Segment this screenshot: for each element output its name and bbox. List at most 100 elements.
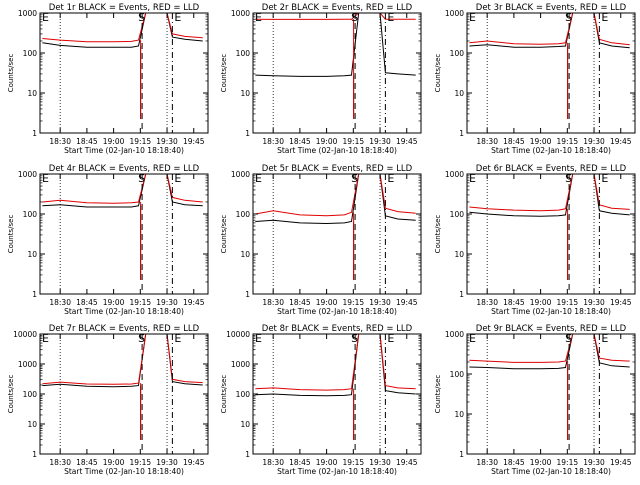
y-tick-label: 1000	[445, 330, 464, 339]
start-marker-label: S	[351, 11, 358, 24]
series-line-lld	[469, 173, 630, 212]
y-axis-label: Counts/sec	[220, 54, 228, 93]
y-tick-label: 1000	[445, 9, 464, 18]
x-tick-label: 19:30	[583, 298, 605, 307]
x-tick-label: 19:30	[369, 298, 391, 307]
x-tick-label: 19:00	[316, 298, 338, 307]
end-marker-label-right: E	[387, 11, 394, 24]
end-marker-label-right: E	[387, 332, 394, 345]
x-tick-label: 19:00	[316, 458, 338, 467]
y-tick-label: 10	[240, 89, 250, 98]
y-tick-label: 1000	[18, 170, 37, 179]
x-axis-label: Start Time (02-Jan-10 18:18:40)	[64, 307, 184, 316]
x-axis-label: Start Time (02-Jan-10 18:18:40)	[491, 307, 611, 316]
plot-frame	[252, 12, 422, 134]
x-tick-label: 18:45	[503, 298, 525, 307]
chart-title: Det 9r BLACK = Events, RED = LLD	[476, 324, 627, 334]
x-tick-label: 19:30	[369, 137, 391, 146]
y-tick-label: 1000	[231, 9, 250, 18]
y-tick-label: 10000	[13, 330, 37, 339]
end-marker-label-left: E	[469, 172, 476, 185]
y-tick-label: 100	[23, 390, 38, 399]
x-tick-label: 19:15	[557, 137, 579, 146]
y-tick-label: 1	[32, 129, 37, 138]
y-tick-label: 1	[245, 450, 250, 459]
y-tick-label: 1	[245, 129, 250, 138]
y-tick-label: 1	[459, 129, 464, 138]
chart-title: Det 8r BLACK = Events, RED = LLD	[262, 324, 413, 334]
y-axis-label: Counts/sec	[7, 375, 15, 414]
series-line-events	[255, 333, 416, 397]
y-tick-label: 100	[450, 49, 465, 58]
x-axis-label: Start Time (02-Jan-10 18:18:40)	[277, 307, 397, 316]
x-tick-label: 19:30	[156, 137, 178, 146]
x-axis-label: Start Time (02-Jan-10 18:18:40)	[491, 467, 611, 476]
series-line-lld	[255, 173, 416, 217]
x-tick-label: 19:15	[343, 458, 365, 467]
series-line-lld	[469, 333, 630, 363]
series-line-lld	[469, 12, 630, 46]
end-marker-label-left: E	[255, 332, 262, 345]
series-line-lld	[255, 333, 416, 391]
x-axis-label: Start Time (02-Jan-10 18:18:40)	[277, 146, 397, 155]
end-marker-label-right: E	[174, 11, 181, 24]
x-tick-label: 19:30	[583, 458, 605, 467]
x-tick-label: 19:00	[103, 298, 125, 307]
plot-frame	[466, 173, 636, 295]
start-marker-label: S	[138, 11, 145, 24]
start-marker-label: S	[138, 332, 145, 345]
y-tick-label: 1000	[231, 360, 250, 369]
x-tick-label: 19:45	[396, 137, 418, 146]
series-line-events	[469, 173, 630, 217]
plot-frame	[466, 333, 636, 455]
y-tick-label: 10	[27, 89, 37, 98]
chart-title: Det 3r BLACK = Events, RED = LLD	[476, 3, 627, 13]
series-line-events	[42, 333, 203, 388]
chart-title: Det 6r BLACK = Events, RED = LLD	[476, 164, 627, 174]
x-tick-label: 19:00	[530, 458, 552, 467]
y-tick-label: 1000	[18, 360, 37, 369]
x-tick-label: 18:45	[289, 137, 311, 146]
x-tick-label: 18:30	[49, 298, 71, 307]
x-tick-label: 19:15	[130, 298, 152, 307]
series-line-lld	[255, 12, 416, 20]
start-marker-label: S	[565, 172, 572, 185]
x-tick-label: 18:45	[503, 137, 525, 146]
y-tick-label: 100	[23, 210, 38, 219]
series-line-events	[469, 12, 630, 49]
x-tick-label: 19:00	[530, 298, 552, 307]
x-tick-label: 19:30	[369, 458, 391, 467]
x-tick-label: 19:45	[610, 137, 632, 146]
y-tick-label: 1	[245, 290, 250, 299]
x-tick-label: 19:45	[610, 298, 632, 307]
plot-frame	[39, 173, 209, 295]
series-line-lld	[42, 173, 203, 204]
x-tick-label: 19:45	[183, 298, 205, 307]
x-tick-label: 18:30	[49, 137, 71, 146]
end-marker-label-left: E	[42, 172, 49, 185]
end-marker-label-left: E	[42, 332, 49, 345]
series-line-events	[255, 173, 416, 225]
x-tick-label: 18:45	[503, 458, 525, 467]
x-tick-label: 19:45	[183, 458, 205, 467]
x-tick-label: 19:15	[557, 298, 579, 307]
x-tick-label: 19:15	[343, 137, 365, 146]
end-marker-label-left: E	[255, 11, 262, 24]
y-tick-label: 1000	[445, 170, 464, 179]
x-tick-label: 19:30	[156, 458, 178, 467]
y-tick-label: 100	[450, 210, 465, 219]
x-tick-label: 19:00	[316, 137, 338, 146]
x-tick-label: 19:30	[583, 137, 605, 146]
end-marker-label-right: E	[601, 332, 608, 345]
start-marker-label: S	[351, 172, 358, 185]
y-axis-label: Counts/sec	[434, 54, 442, 93]
x-tick-label: 19:15	[343, 298, 365, 307]
x-tick-label: 18:45	[76, 298, 98, 307]
x-tick-label: 18:30	[476, 137, 498, 146]
y-tick-label: 10	[27, 420, 37, 429]
